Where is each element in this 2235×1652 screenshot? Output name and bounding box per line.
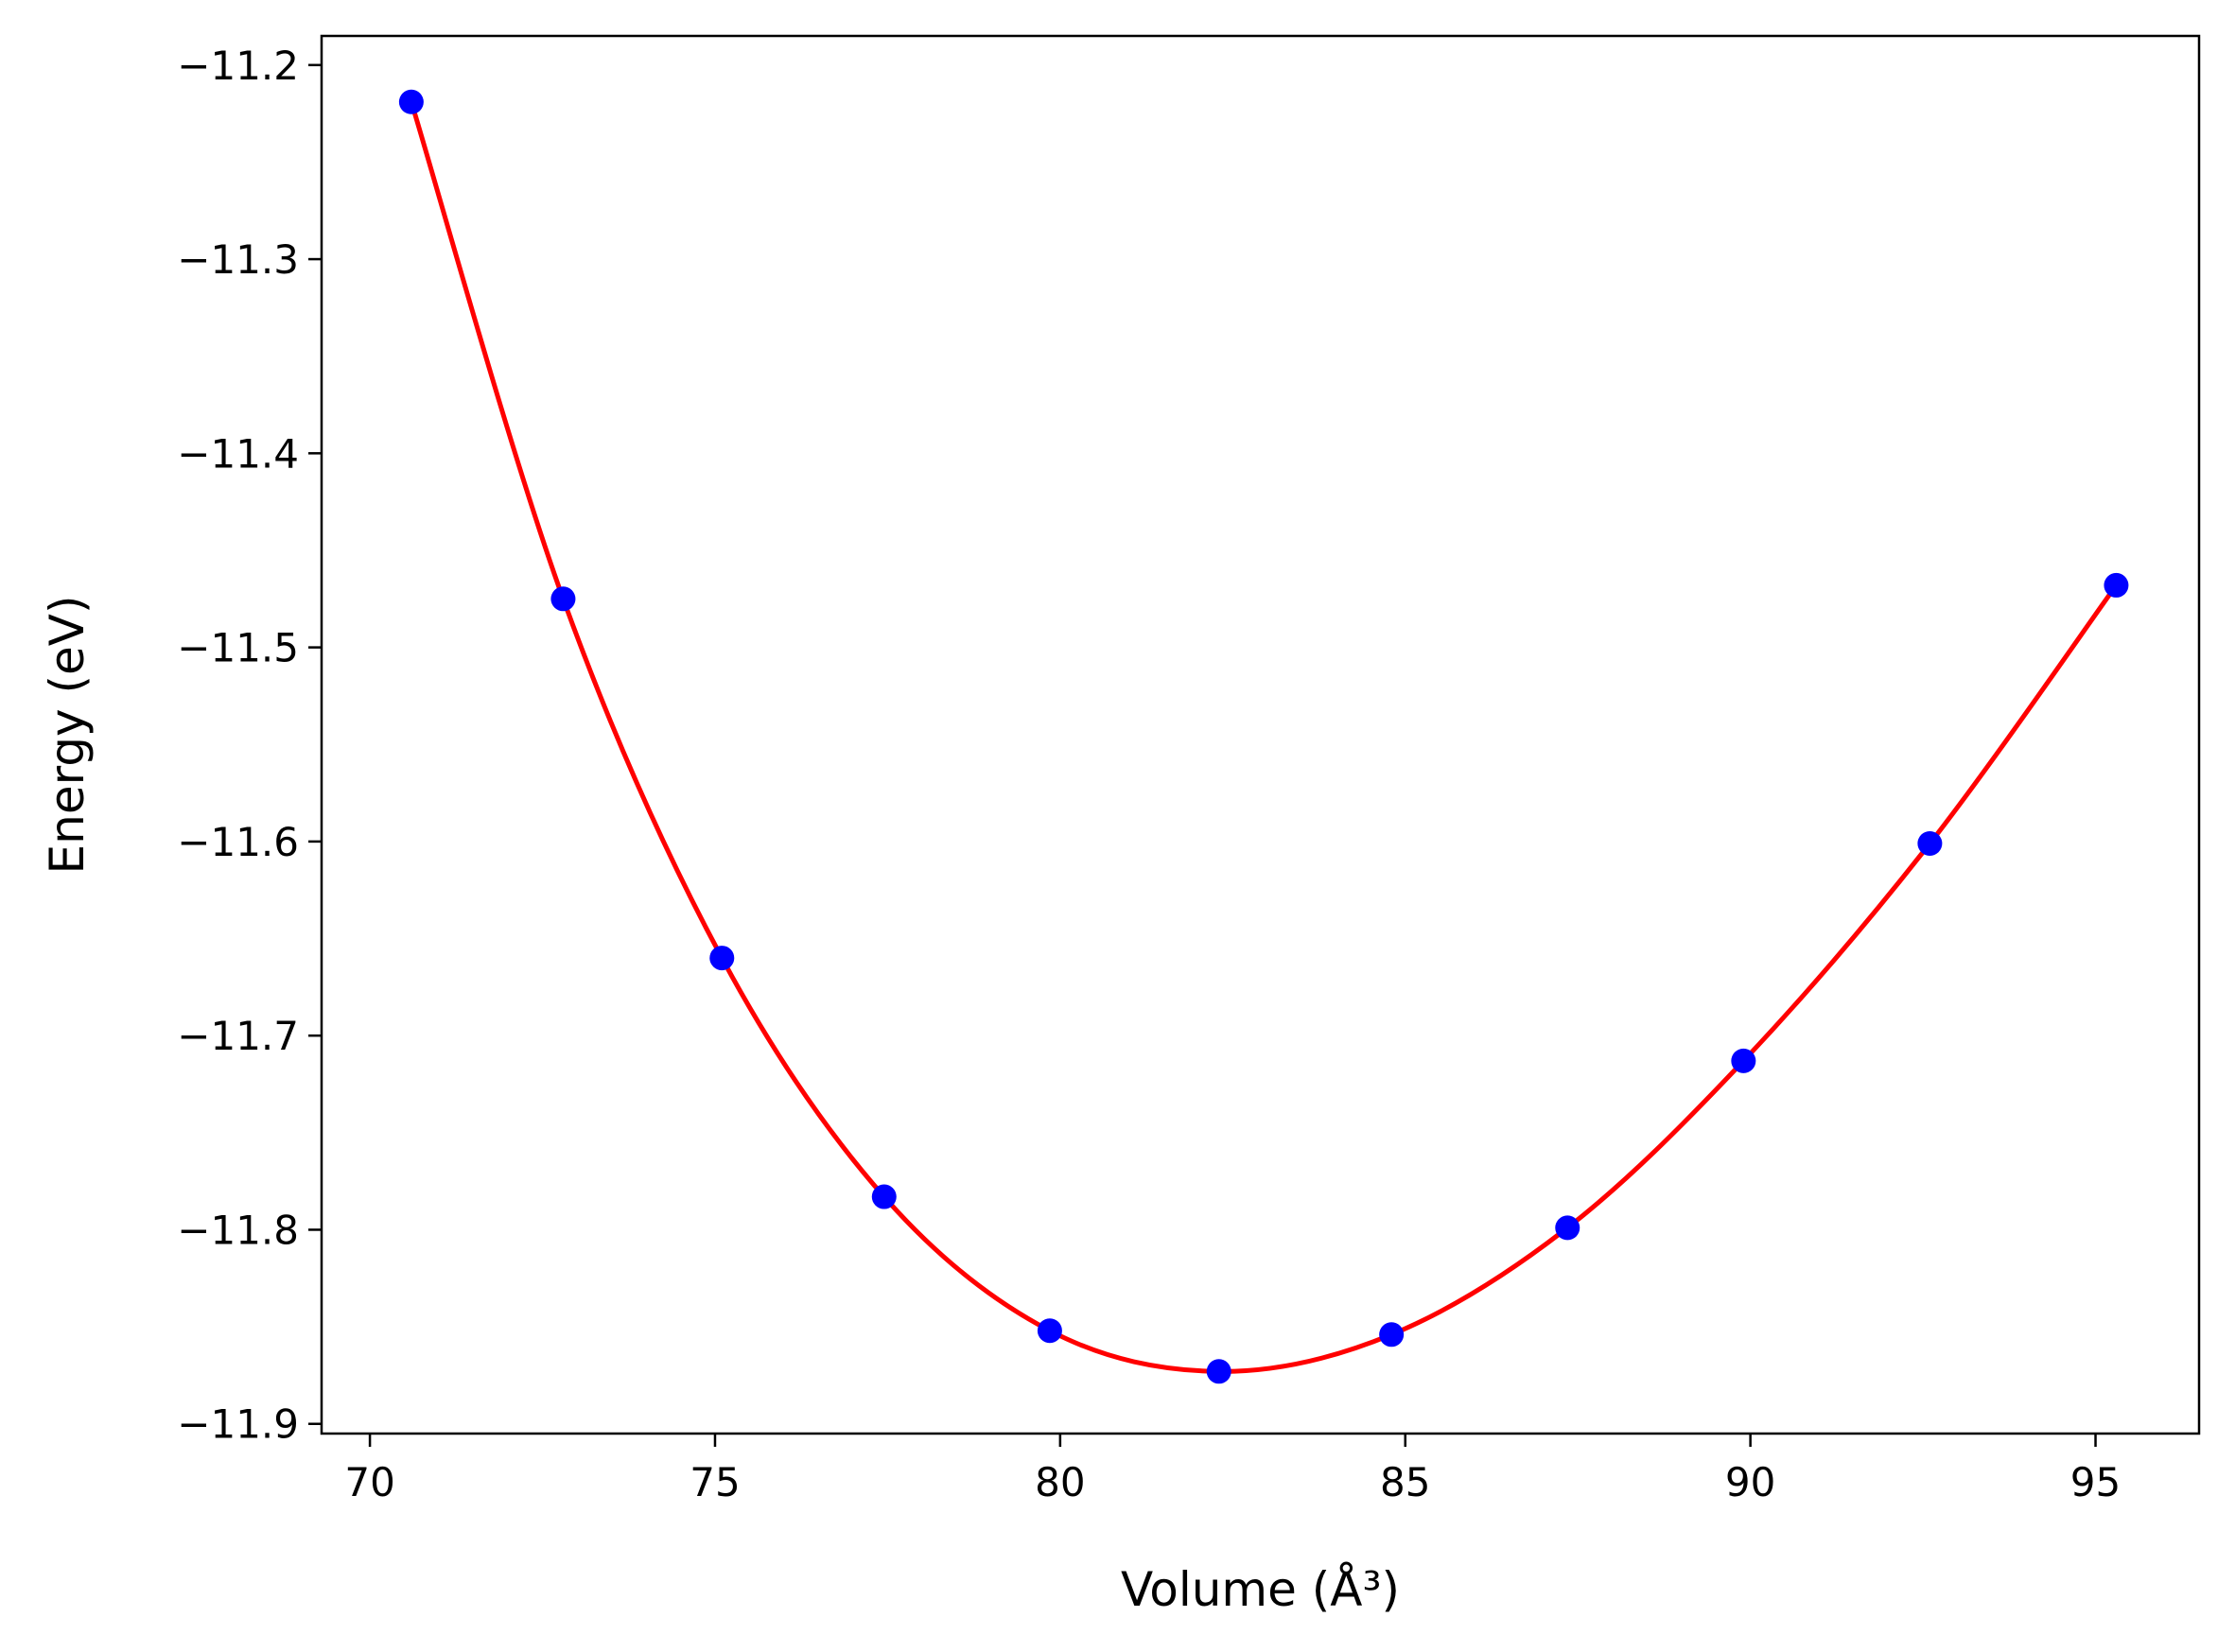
data-point: [1555, 1215, 1580, 1241]
data-point: [550, 586, 576, 612]
data-point: [1731, 1048, 1756, 1073]
y-axis-ticks: −11.2 −11.3 −11.4 −11.5 −11.6 −11.7 −11.8 −11.9: [177, 43, 322, 1448]
y-tick-label: −11.7: [177, 1013, 299, 1059]
x-tick-label: 75: [690, 1459, 740, 1505]
y-tick-label: −11.2: [177, 43, 299, 89]
data-point: [1917, 830, 1943, 856]
x-tick-label: 70: [344, 1459, 394, 1505]
y-tick-label: −11.5: [177, 625, 299, 671]
plot-frame: [320, 34, 2201, 1435]
x-tick-label: 80: [1035, 1459, 1085, 1505]
y-tick-label: −11.8: [177, 1207, 299, 1253]
data-points-layer: [398, 89, 2129, 1384]
data-point: [871, 1184, 897, 1209]
x-tick-label: 95: [2070, 1459, 2121, 1505]
data-point: [2104, 572, 2129, 598]
y-tick-label: −11.9: [177, 1401, 299, 1448]
data-point: [1379, 1322, 1405, 1348]
fit-curve-layer: [409, 101, 2119, 1374]
data-point: [398, 89, 424, 114]
y-tick-label: −11.4: [177, 430, 299, 477]
fit-curve: [409, 101, 2119, 1374]
x-tick-label: 85: [1380, 1459, 1430, 1505]
x-axis-label: Volume (Å³): [1121, 1562, 1400, 1617]
data-point: [1037, 1318, 1062, 1344]
data-point: [1206, 1359, 1231, 1384]
y-tick-label: −11.6: [177, 819, 299, 865]
y-axis-label: Energy (eV): [40, 596, 95, 875]
x-axis-ticks: 70 75 80 85 90 95: [344, 1434, 2121, 1505]
x-tick-label: 90: [1725, 1459, 1775, 1505]
data-point: [709, 946, 735, 971]
y-tick-label: −11.3: [177, 236, 299, 283]
